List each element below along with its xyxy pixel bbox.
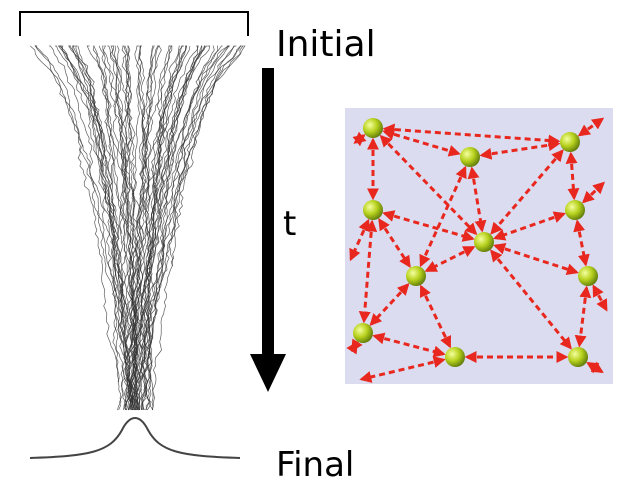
particle bbox=[445, 347, 465, 367]
random-walks bbox=[30, 46, 245, 410]
particle bbox=[406, 266, 426, 286]
particle bbox=[578, 266, 598, 286]
time-arrow-shaft bbox=[262, 68, 274, 358]
initial-label: Initial bbox=[276, 24, 376, 65]
particle bbox=[568, 347, 588, 367]
particle bbox=[460, 147, 480, 167]
final-label: Final bbox=[276, 445, 354, 481]
walk-path bbox=[94, 46, 132, 410]
particle bbox=[363, 118, 383, 138]
initial-bracket bbox=[20, 12, 248, 36]
walk-path bbox=[62, 46, 133, 410]
diagram: Initial t Final bbox=[0, 0, 624, 481]
particle bbox=[353, 323, 373, 343]
page: Initial t Final (() => { const data = JS… bbox=[0, 0, 624, 481]
time-label: t bbox=[283, 204, 296, 244]
particle bbox=[565, 200, 585, 220]
particle bbox=[560, 132, 580, 152]
walk-path bbox=[73, 46, 132, 410]
walk-path bbox=[171, 46, 241, 266]
particle bbox=[363, 200, 383, 220]
final-distribution bbox=[30, 418, 240, 458]
time-arrow-head bbox=[250, 354, 286, 392]
particle bbox=[474, 232, 494, 252]
walk-path bbox=[30, 46, 139, 410]
